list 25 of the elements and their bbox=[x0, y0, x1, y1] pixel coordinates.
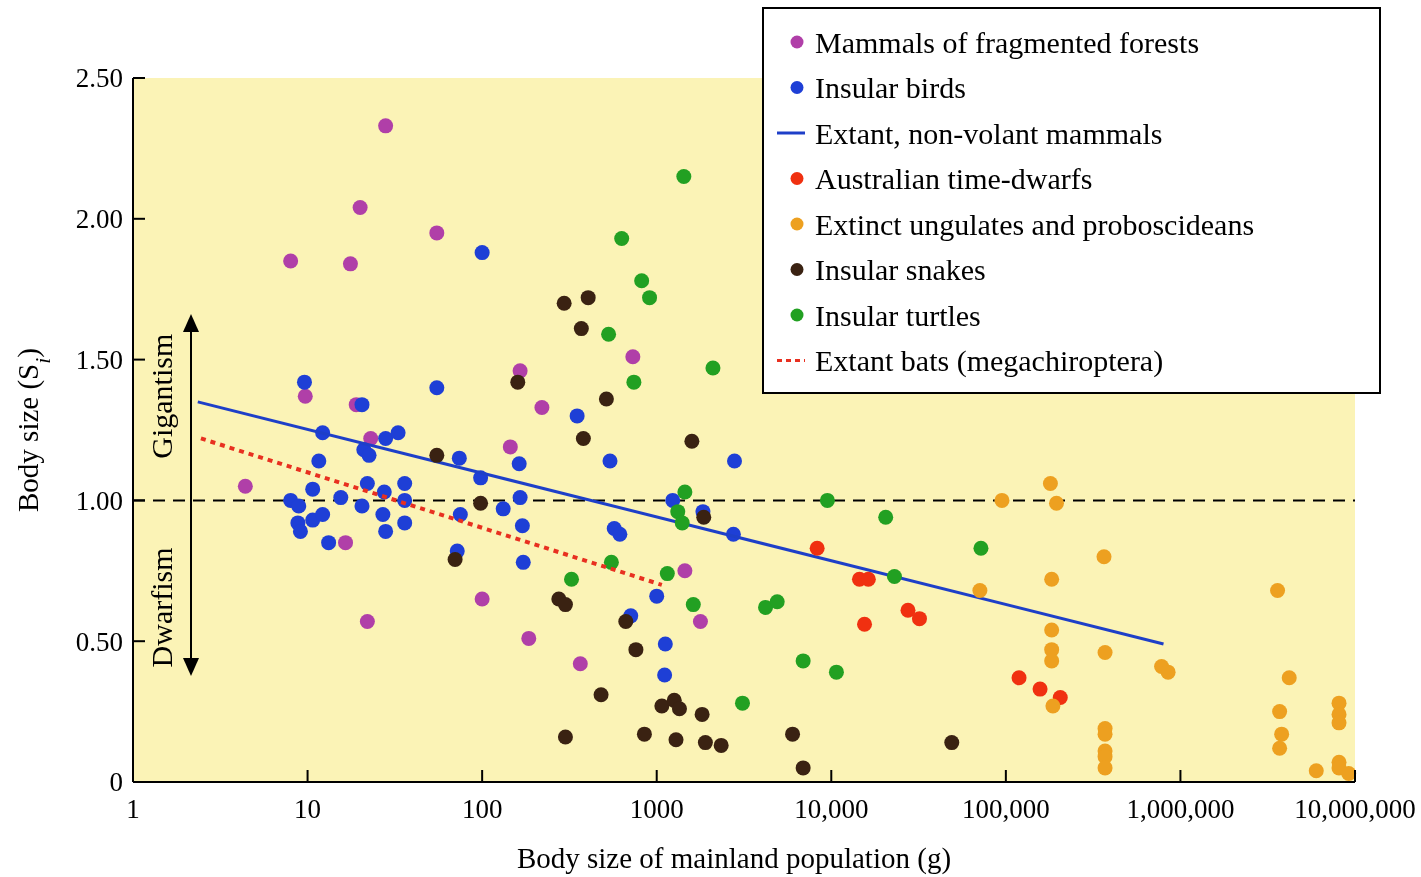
annotation: Dwarfism bbox=[145, 547, 178, 668]
x-axis-title: Body size of mainland population (g) bbox=[516, 842, 952, 875]
annotation: Gigantism bbox=[145, 333, 178, 459]
x-tick-label: 1,000,000 bbox=[1126, 794, 1235, 824]
legend-label: Insular turtles bbox=[815, 298, 981, 332]
x-tick-label: 10,000 bbox=[794, 794, 869, 824]
x-tick-label: 100,000 bbox=[961, 794, 1050, 824]
legend-label: Extinct ungulates and proboscideans bbox=[815, 207, 1255, 241]
x-tick-label: 10,000,000 bbox=[1294, 794, 1416, 824]
legend-label: Mammals of fragmented forests bbox=[815, 25, 1200, 59]
y-tick-label: 0 bbox=[109, 767, 123, 798]
legend-label: Insular birds bbox=[815, 71, 966, 104]
y-tick-label: 2.00 bbox=[75, 204, 123, 235]
legend-label: Extant, non-volant mammals bbox=[815, 116, 1163, 150]
y-tick-label: 1.50 bbox=[75, 345, 123, 376]
y-tick-label: 1.00 bbox=[75, 485, 123, 516]
legend-label: Extant bats (megachiroptera) bbox=[815, 344, 1164, 378]
x-tick-label: 100 bbox=[461, 794, 503, 824]
y-tick-label: 2.50 bbox=[75, 63, 123, 94]
x-tick-label: 1 bbox=[126, 794, 140, 824]
y-tick-label: 0.50 bbox=[75, 626, 123, 657]
legend-label: Insular snakes bbox=[815, 253, 986, 286]
x-tick-label: 1000 bbox=[629, 794, 684, 824]
x-tick-label: 10 bbox=[294, 794, 322, 824]
legend-label: Australian time-dwarfs bbox=[815, 162, 1093, 195]
